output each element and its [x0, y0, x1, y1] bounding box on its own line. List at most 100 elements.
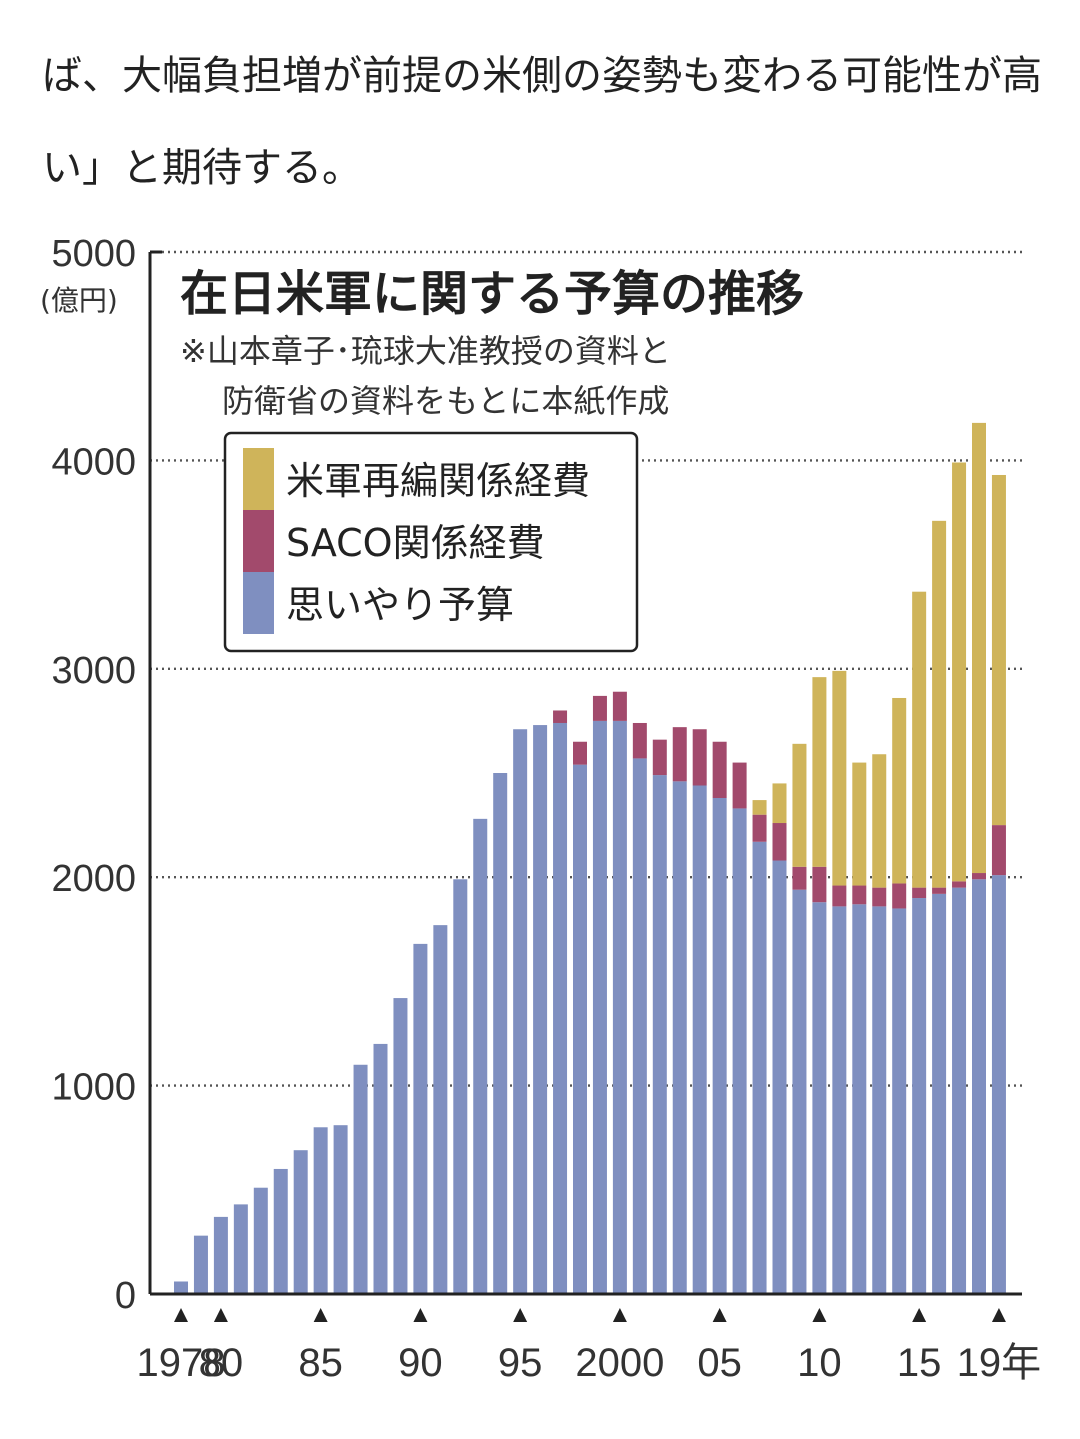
- legend-label: 思いやり予算: [286, 583, 514, 627]
- x-tick-marker: [513, 1308, 528, 1322]
- bar-segment: [592, 695, 607, 721]
- x-tick-label: 95: [498, 1341, 543, 1385]
- bar-segment: [752, 800, 767, 815]
- axes: [148, 250, 1022, 1296]
- x-tick-label: 10: [797, 1341, 842, 1385]
- bar-segment: [533, 725, 548, 1294]
- bar-segment: [812, 677, 827, 867]
- bar-segment: [932, 893, 947, 1294]
- x-tick-label: 15: [897, 1341, 942, 1385]
- bar-segment: [573, 741, 587, 765]
- bar-segment: [852, 762, 867, 886]
- bar-segment: [273, 1168, 288, 1294]
- bar-segment: [353, 1064, 368, 1294]
- bar-segment: [692, 729, 707, 786]
- bar-segment: [812, 902, 827, 1294]
- bar-segment: [832, 906, 847, 1294]
- bar-segment: [972, 422, 986, 874]
- x-tick-label: 85: [298, 1341, 343, 1385]
- bar-segment: [792, 743, 807, 867]
- bar-segment: [732, 762, 747, 809]
- legend-box: [223, 431, 639, 653]
- x-tick-marker: [413, 1308, 428, 1322]
- bar-segment: [712, 798, 727, 1294]
- x-tick-label: 1978: [137, 1341, 226, 1385]
- x-tick-label: 90: [398, 1341, 443, 1385]
- bar-segment: [872, 754, 887, 888]
- bar-segment: [932, 520, 947, 888]
- y-tick-label: 5000: [51, 233, 136, 275]
- bar-segment: [413, 943, 428, 1294]
- bar-segment: [991, 875, 1006, 1294]
- bar-segment: [732, 808, 747, 1294]
- bar-segment: [912, 591, 927, 888]
- bar-segment: [652, 775, 667, 1294]
- bar-segment: [373, 1043, 388, 1294]
- bar-segment: [772, 860, 787, 1294]
- y-tick-label: 3000: [51, 650, 136, 692]
- bar-segment: [333, 1125, 348, 1294]
- bar-segment: [193, 1235, 208, 1294]
- legend-swatch: [243, 448, 274, 510]
- legend-swatch: [243, 572, 274, 634]
- y-tick-label: 2000: [51, 858, 136, 900]
- bar-segment: [932, 887, 947, 894]
- bar-segment: [752, 814, 767, 842]
- bar-segment: [812, 866, 827, 903]
- bar-segment: [872, 906, 887, 1294]
- x-tick-label: 05: [697, 1341, 742, 1385]
- bar-segment: [632, 722, 647, 759]
- bar-segment: [672, 727, 687, 782]
- x-tick-marker: [612, 1308, 627, 1322]
- chart-note-line-2: 防衛省の資料をもとに本紙作成: [222, 382, 669, 420]
- bar-segment: [792, 889, 807, 1294]
- bar-segment: [832, 670, 847, 886]
- article-line-1: ば、大幅負担増が前提の米側の姿勢も変わる可能性が高: [42, 53, 1042, 99]
- bar-segment: [453, 879, 468, 1294]
- bar-segment: [852, 885, 867, 905]
- legend-swatch: [243, 510, 274, 572]
- bar-segment: [912, 898, 927, 1294]
- chart-note-line-1: ※山本章子･琉球大准教授の資料と: [180, 332, 671, 370]
- x-tick-marker: [174, 1308, 188, 1322]
- bar-segment: [772, 823, 787, 861]
- bar-segment: [213, 1216, 228, 1294]
- bar-segment: [612, 691, 627, 721]
- bar-segment: [692, 785, 707, 1294]
- x-tick-marker: [912, 1308, 927, 1322]
- bar-segment: [632, 758, 647, 1294]
- bar-segment: [852, 904, 867, 1294]
- x-tick-marker: [313, 1308, 328, 1322]
- x-tick-marker: [712, 1308, 727, 1322]
- bar-segment: [393, 998, 408, 1294]
- bar-segment: [672, 781, 687, 1294]
- bar-segment: [433, 925, 448, 1294]
- bar-segment: [553, 722, 568, 1294]
- x-tick-label: 19年: [957, 1341, 1042, 1385]
- bar-segment: [233, 1204, 248, 1294]
- x-tick-label: 2000: [575, 1341, 664, 1385]
- x-tick-marker: [812, 1308, 827, 1322]
- bars: [174, 422, 1006, 1294]
- x-tick-marker: [991, 1308, 1006, 1322]
- bar-segment: [952, 462, 967, 882]
- chart-title: 在日米軍に関する予算の推移: [180, 266, 804, 322]
- x-tick-label: 80: [199, 1341, 244, 1385]
- bar-segment: [972, 873, 986, 880]
- bar-segment: [293, 1150, 308, 1294]
- bar-segment: [991, 474, 1006, 826]
- bar-segment: [174, 1281, 188, 1294]
- x-tick-marker: [213, 1308, 228, 1322]
- y-unit-label: (億円): [40, 284, 118, 317]
- bar-segment: [553, 710, 568, 723]
- bar-segment: [652, 739, 667, 776]
- bar-segment: [892, 908, 907, 1294]
- bar-segment: [493, 773, 508, 1294]
- bar-segment: [253, 1187, 268, 1294]
- bar-segment: [513, 729, 528, 1294]
- bar-segment: [772, 783, 787, 824]
- bar-segment: [832, 885, 847, 907]
- bar-segment: [972, 879, 986, 1294]
- bar-segment: [313, 1127, 328, 1294]
